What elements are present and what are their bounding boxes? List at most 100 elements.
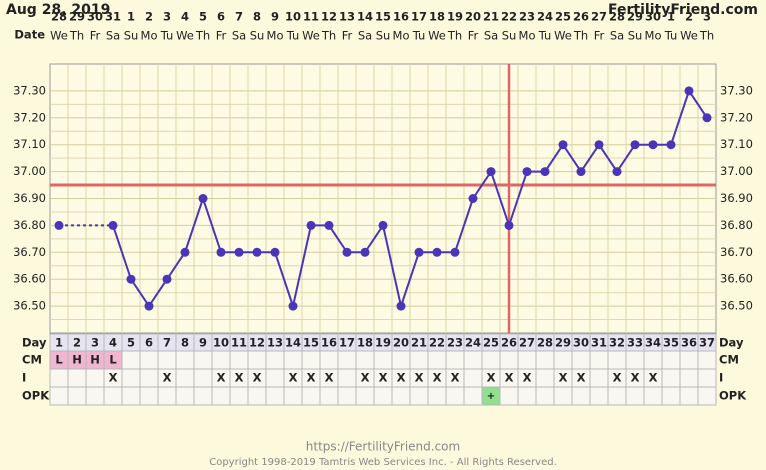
- day-number: 12: [249, 336, 265, 350]
- temperature-point: [612, 167, 622, 177]
- row-entry: X: [505, 371, 514, 385]
- row-cell: [49, 368, 69, 388]
- weekday-label: We: [50, 29, 68, 43]
- row-cell: [121, 368, 141, 388]
- row-cell: [121, 386, 141, 406]
- row-entry: X: [487, 371, 496, 385]
- date-label: 4: [181, 10, 189, 24]
- weekday-label: Su: [124, 29, 139, 43]
- row-cell: [679, 368, 699, 388]
- row-cell: [319, 350, 339, 370]
- date-label: 29: [627, 10, 643, 24]
- date-label: 23: [519, 10, 535, 24]
- day-number: 33: [627, 336, 643, 350]
- temperature-point: [234, 247, 244, 257]
- temperature-point: [54, 220, 64, 230]
- row-cell: [463, 386, 483, 406]
- row-cell: [67, 386, 87, 406]
- date-label: 13: [339, 10, 355, 24]
- weekday-label: Tu: [664, 29, 678, 43]
- weekday-label: We: [302, 29, 320, 43]
- temperature-point: [684, 86, 694, 96]
- row-entry: X: [397, 371, 406, 385]
- row-cell: [553, 350, 573, 370]
- day-number: 6: [145, 336, 153, 350]
- day-number: 27: [519, 336, 535, 350]
- weekday-label: Sa: [232, 29, 246, 43]
- row-entry: L: [55, 353, 63, 367]
- date-label: 2: [685, 10, 693, 24]
- row-cell: [373, 386, 393, 406]
- weekday-label: Th: [69, 29, 84, 43]
- temperature-point: [648, 140, 658, 150]
- row-cell: [553, 386, 573, 406]
- row-cell: [229, 386, 249, 406]
- row-cell: [607, 350, 627, 370]
- weekday-label: Tu: [286, 29, 300, 43]
- row-cell: [301, 350, 321, 370]
- date-label: 7: [235, 10, 243, 24]
- date-label: 5: [199, 10, 207, 24]
- weekday-label: Sa: [106, 29, 120, 43]
- temperature-point: [144, 301, 154, 311]
- day-number: 22: [429, 336, 445, 350]
- weekday-label: Tu: [160, 29, 174, 43]
- row-entry: X: [631, 371, 640, 385]
- row-cell: [247, 386, 267, 406]
- temperature-point: [216, 247, 226, 257]
- y-tick-label: 37.20: [13, 110, 46, 124]
- day-number: 32: [609, 336, 625, 350]
- y-tick-label: 36.90: [720, 191, 753, 205]
- y-tick-label: 36.50: [720, 299, 753, 313]
- y-tick-label: 36.60: [13, 272, 46, 286]
- y-tick-label: 36.70: [720, 245, 753, 259]
- row-cell: [535, 350, 555, 370]
- date-label: Date: [14, 28, 45, 42]
- row-cell: [229, 350, 249, 370]
- weekday-label: Tu: [538, 29, 552, 43]
- date-label: 9: [271, 10, 279, 24]
- row-cell: [427, 350, 447, 370]
- day-number: 5: [127, 336, 135, 350]
- date-label: 28: [51, 10, 67, 24]
- date-label: 27: [591, 10, 607, 24]
- date-label: 30: [645, 10, 661, 24]
- weekday-label: Sa: [358, 29, 372, 43]
- weekday-label: Th: [573, 29, 588, 43]
- row-entry: X: [577, 371, 586, 385]
- row-cell: [175, 350, 195, 370]
- temperature-point: [378, 220, 388, 230]
- row-entry: X: [415, 371, 424, 385]
- temperature-point: [558, 140, 568, 150]
- date-label: 19: [447, 10, 463, 24]
- weekday-label: Mo: [393, 29, 410, 43]
- row-cell: [697, 368, 717, 388]
- row-label: Day: [22, 336, 47, 350]
- row-cell: [139, 350, 159, 370]
- weekday-label: Fr: [216, 29, 227, 43]
- weekday-label: Fr: [468, 29, 479, 43]
- row-cell: [175, 386, 195, 406]
- weekday-label: Sa: [610, 29, 624, 43]
- row-cell: [463, 368, 483, 388]
- date-label: 16: [393, 10, 409, 24]
- day-number: 11: [231, 336, 247, 350]
- day-number: 15: [303, 336, 319, 350]
- temperature-point: [450, 247, 460, 257]
- date-label: 6: [217, 10, 225, 24]
- temperature-point: [162, 274, 172, 284]
- temperature-point: [630, 140, 640, 150]
- row-cell: [319, 386, 339, 406]
- row-cell: [211, 386, 231, 406]
- row-label: I: [22, 371, 26, 385]
- row-cell: [589, 386, 609, 406]
- weekday-label: Th: [447, 29, 462, 43]
- temperature-point: [342, 247, 352, 257]
- temperature-point: [288, 301, 298, 311]
- temperature-point: [306, 220, 316, 230]
- row-cell: [661, 350, 681, 370]
- weekday-label: We: [680, 29, 698, 43]
- y-tick-label: 37.20: [720, 110, 753, 124]
- row-cell: [643, 350, 663, 370]
- day-number: 19: [375, 336, 391, 350]
